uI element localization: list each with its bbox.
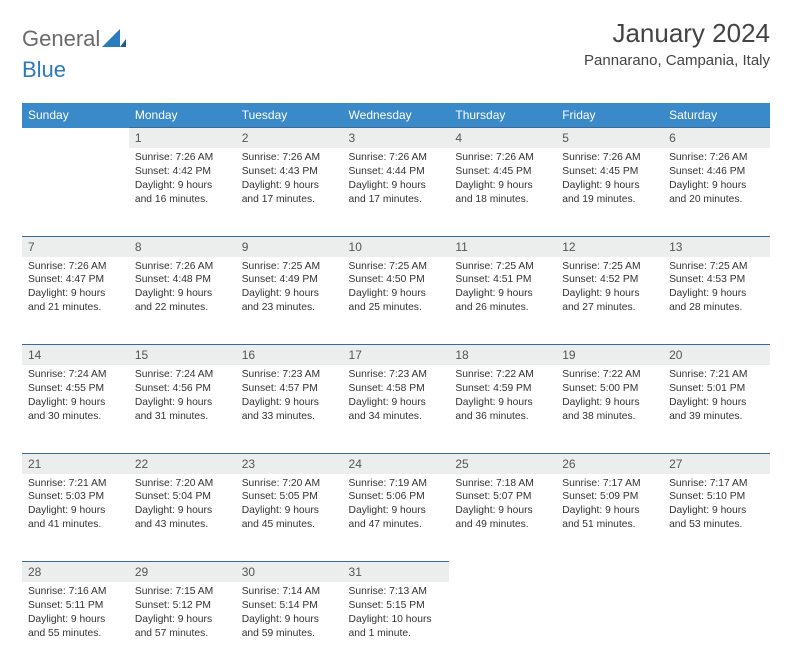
day-content-cell: Sunrise: 7:26 AMSunset: 4:45 PMDaylight:… bbox=[556, 148, 663, 236]
day-number-cell: 24 bbox=[343, 453, 450, 474]
day-number-row: 21222324252627 bbox=[22, 453, 770, 474]
day-number-cell bbox=[449, 562, 556, 583]
day-content-cell: Sunrise: 7:26 AMSunset: 4:43 PMDaylight:… bbox=[236, 148, 343, 236]
day-content-cell bbox=[663, 582, 770, 670]
day-content-cell: Sunrise: 7:26 AMSunset: 4:48 PMDaylight:… bbox=[129, 257, 236, 345]
logo: General bbox=[22, 26, 128, 52]
day-number-cell: 28 bbox=[22, 562, 129, 583]
day-number-cell: 21 bbox=[22, 453, 129, 474]
day-number-cell: 15 bbox=[129, 345, 236, 366]
day-number-cell: 17 bbox=[343, 345, 450, 366]
day-content-row: Sunrise: 7:21 AMSunset: 5:03 PMDaylight:… bbox=[22, 474, 770, 562]
day-number-cell: 26 bbox=[556, 453, 663, 474]
day-number-cell: 29 bbox=[129, 562, 236, 583]
day-number-cell: 6 bbox=[663, 128, 770, 149]
day-content-cell: Sunrise: 7:26 AMSunset: 4:44 PMDaylight:… bbox=[343, 148, 450, 236]
day-number-row: 123456 bbox=[22, 128, 770, 149]
day-number-cell: 2 bbox=[236, 128, 343, 149]
day-content-cell: Sunrise: 7:18 AMSunset: 5:07 PMDaylight:… bbox=[449, 474, 556, 562]
day-number-cell bbox=[663, 562, 770, 583]
day-number-cell: 18 bbox=[449, 345, 556, 366]
day-content-row: Sunrise: 7:26 AMSunset: 4:42 PMDaylight:… bbox=[22, 148, 770, 236]
day-number-cell: 10 bbox=[343, 236, 450, 257]
day-content-cell: Sunrise: 7:25 AMSunset: 4:50 PMDaylight:… bbox=[343, 257, 450, 345]
day-content-cell: Sunrise: 7:21 AMSunset: 5:03 PMDaylight:… bbox=[22, 474, 129, 562]
day-number-cell: 9 bbox=[236, 236, 343, 257]
weekday-header: Friday bbox=[556, 103, 663, 128]
day-number-cell: 27 bbox=[663, 453, 770, 474]
weekday-header: Thursday bbox=[449, 103, 556, 128]
day-number-cell: 22 bbox=[129, 453, 236, 474]
day-number-cell: 8 bbox=[129, 236, 236, 257]
day-content-cell: Sunrise: 7:23 AMSunset: 4:57 PMDaylight:… bbox=[236, 365, 343, 453]
day-content-cell: Sunrise: 7:26 AMSunset: 4:45 PMDaylight:… bbox=[449, 148, 556, 236]
logo-text-general: General bbox=[22, 26, 100, 52]
day-number-cell: 7 bbox=[22, 236, 129, 257]
calendar-table: Sunday Monday Tuesday Wednesday Thursday… bbox=[22, 103, 770, 670]
day-number-cell: 23 bbox=[236, 453, 343, 474]
month-title: January 2024 bbox=[584, 18, 770, 49]
day-content-cell bbox=[556, 582, 663, 670]
day-content-row: Sunrise: 7:24 AMSunset: 4:55 PMDaylight:… bbox=[22, 365, 770, 453]
weekday-header-row: Sunday Monday Tuesday Wednesday Thursday… bbox=[22, 103, 770, 128]
weekday-header: Tuesday bbox=[236, 103, 343, 128]
day-content-row: Sunrise: 7:16 AMSunset: 5:11 PMDaylight:… bbox=[22, 582, 770, 670]
day-number-cell: 5 bbox=[556, 128, 663, 149]
day-content-cell: Sunrise: 7:25 AMSunset: 4:53 PMDaylight:… bbox=[663, 257, 770, 345]
day-number-cell: 16 bbox=[236, 345, 343, 366]
day-number-cell: 19 bbox=[556, 345, 663, 366]
day-content-cell: Sunrise: 7:26 AMSunset: 4:46 PMDaylight:… bbox=[663, 148, 770, 236]
day-content-cell: Sunrise: 7:13 AMSunset: 5:15 PMDaylight:… bbox=[343, 582, 450, 670]
day-content-cell: Sunrise: 7:17 AMSunset: 5:10 PMDaylight:… bbox=[663, 474, 770, 562]
day-number-cell: 25 bbox=[449, 453, 556, 474]
day-number-cell: 1 bbox=[129, 128, 236, 149]
day-number-row: 78910111213 bbox=[22, 236, 770, 257]
day-content-cell: Sunrise: 7:24 AMSunset: 4:55 PMDaylight:… bbox=[22, 365, 129, 453]
weekday-header: Monday bbox=[129, 103, 236, 128]
weekday-header: Wednesday bbox=[343, 103, 450, 128]
day-content-cell: Sunrise: 7:24 AMSunset: 4:56 PMDaylight:… bbox=[129, 365, 236, 453]
day-content-cell bbox=[449, 582, 556, 670]
day-content-cell: Sunrise: 7:22 AMSunset: 4:59 PMDaylight:… bbox=[449, 365, 556, 453]
day-number-cell: 31 bbox=[343, 562, 450, 583]
day-content-cell: Sunrise: 7:14 AMSunset: 5:14 PMDaylight:… bbox=[236, 582, 343, 670]
day-content-cell: Sunrise: 7:17 AMSunset: 5:09 PMDaylight:… bbox=[556, 474, 663, 562]
day-content-cell: Sunrise: 7:22 AMSunset: 5:00 PMDaylight:… bbox=[556, 365, 663, 453]
day-number-cell bbox=[22, 128, 129, 149]
day-content-cell: Sunrise: 7:23 AMSunset: 4:58 PMDaylight:… bbox=[343, 365, 450, 453]
day-content-cell: Sunrise: 7:15 AMSunset: 5:12 PMDaylight:… bbox=[129, 582, 236, 670]
day-content-cell: Sunrise: 7:16 AMSunset: 5:11 PMDaylight:… bbox=[22, 582, 129, 670]
day-content-cell: Sunrise: 7:20 AMSunset: 5:04 PMDaylight:… bbox=[129, 474, 236, 562]
day-number-row: 28293031 bbox=[22, 562, 770, 583]
day-content-cell: Sunrise: 7:21 AMSunset: 5:01 PMDaylight:… bbox=[663, 365, 770, 453]
logo-text-blue: Blue bbox=[22, 57, 66, 82]
day-number-cell: 3 bbox=[343, 128, 450, 149]
day-number-cell: 14 bbox=[22, 345, 129, 366]
day-number-cell: 30 bbox=[236, 562, 343, 583]
day-number-cell: 12 bbox=[556, 236, 663, 257]
day-content-cell: Sunrise: 7:19 AMSunset: 5:06 PMDaylight:… bbox=[343, 474, 450, 562]
day-content-row: Sunrise: 7:26 AMSunset: 4:47 PMDaylight:… bbox=[22, 257, 770, 345]
day-content-cell: Sunrise: 7:25 AMSunset: 4:52 PMDaylight:… bbox=[556, 257, 663, 345]
day-number-cell: 13 bbox=[663, 236, 770, 257]
day-content-cell: Sunrise: 7:26 AMSunset: 4:47 PMDaylight:… bbox=[22, 257, 129, 345]
triangle-icon bbox=[102, 29, 126, 50]
day-content-cell: Sunrise: 7:25 AMSunset: 4:51 PMDaylight:… bbox=[449, 257, 556, 345]
weekday-header: Sunday bbox=[22, 103, 129, 128]
day-number-cell bbox=[556, 562, 663, 583]
day-content-cell: Sunrise: 7:20 AMSunset: 5:05 PMDaylight:… bbox=[236, 474, 343, 562]
day-content-cell bbox=[22, 148, 129, 236]
day-number-cell: 11 bbox=[449, 236, 556, 257]
day-content-cell: Sunrise: 7:25 AMSunset: 4:49 PMDaylight:… bbox=[236, 257, 343, 345]
day-content-cell: Sunrise: 7:26 AMSunset: 4:42 PMDaylight:… bbox=[129, 148, 236, 236]
weekday-header: Saturday bbox=[663, 103, 770, 128]
day-number-cell: 20 bbox=[663, 345, 770, 366]
day-number-row: 14151617181920 bbox=[22, 345, 770, 366]
day-number-cell: 4 bbox=[449, 128, 556, 149]
